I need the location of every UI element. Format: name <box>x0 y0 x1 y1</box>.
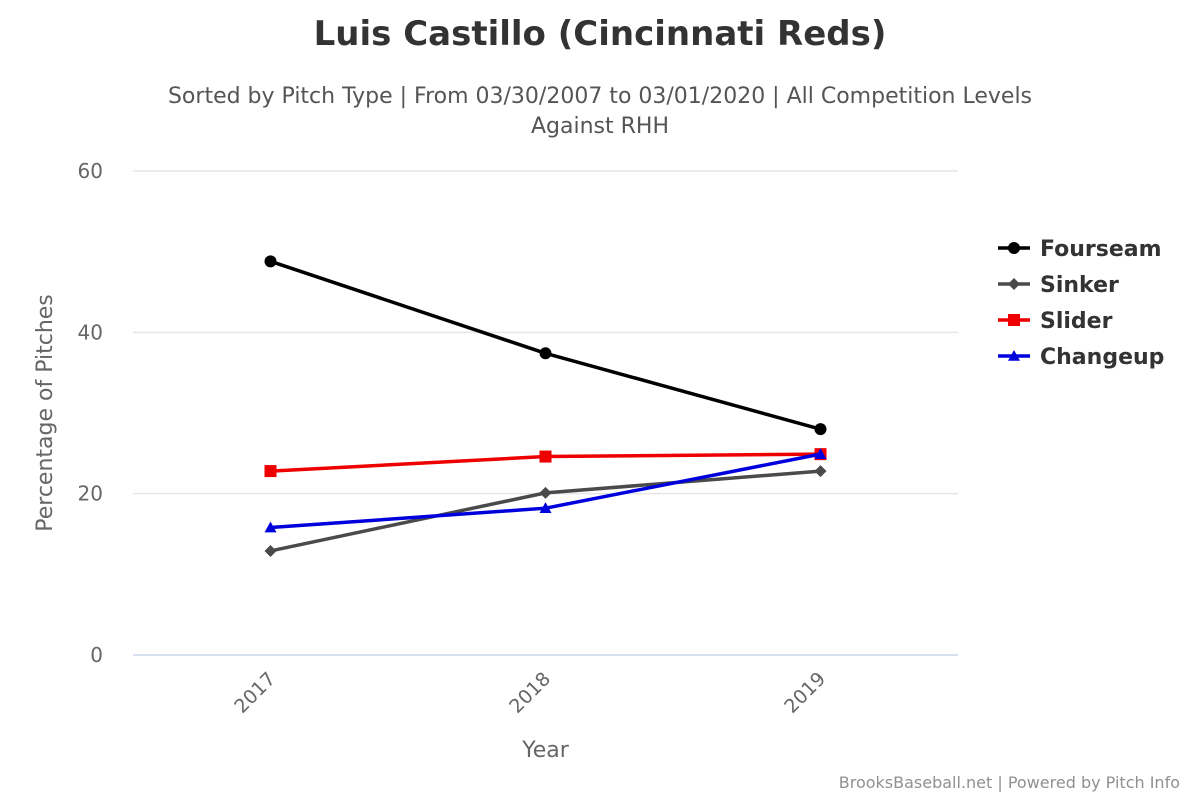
data-point-changeup[interactable] <box>814 448 827 459</box>
legend-item-changeup[interactable]: Changeup <box>998 345 1164 370</box>
x-tick-label: 2017 <box>230 668 280 718</box>
y-tick-label: 0 <box>90 643 103 667</box>
legend-marker-slider <box>1008 314 1020 326</box>
series-line-fourseam[interactable] <box>268 259 823 431</box>
y-tick-label: 40 <box>78 320 103 344</box>
legend-item-sinker[interactable]: Sinker <box>998 273 1119 298</box>
data-point-fourseam[interactable] <box>539 347 552 360</box>
legend-item-slider[interactable]: Slider <box>998 309 1113 334</box>
data-point-sinker[interactable] <box>814 465 827 478</box>
data-point-fourseam[interactable] <box>264 255 277 268</box>
series-fourseam[interactable] <box>264 255 827 436</box>
data-point-fourseam[interactable] <box>814 423 827 436</box>
legend-label-changeup: Changeup <box>1040 345 1164 370</box>
legend-marker-fourseam <box>1008 242 1020 254</box>
series-layer <box>264 255 827 557</box>
series-sinker[interactable] <box>264 465 827 557</box>
x-axis-title: Year <box>521 738 570 763</box>
y-axis-title: Percentage of Pitches <box>33 294 58 532</box>
legend[interactable]: Fourseam Sinker Slider Changeup <box>998 237 1164 370</box>
y-tick-label: 20 <box>78 482 103 506</box>
legend-marker-changeup <box>1008 350 1020 361</box>
data-point-changeup[interactable] <box>264 521 277 533</box>
data-point-sinker[interactable] <box>264 544 277 557</box>
grid-lines <box>133 170 958 656</box>
data-point-sinker[interactable] <box>539 486 552 499</box>
series-slider[interactable] <box>264 448 827 478</box>
data-point-slider[interactable] <box>264 465 277 478</box>
legend-marker-sinker <box>1008 278 1020 290</box>
legend-item-fourseam[interactable]: Fourseam <box>998 237 1162 262</box>
legend-label-slider: Slider <box>1040 309 1113 334</box>
legend-label-fourseam: Fourseam <box>1040 237 1162 262</box>
chart-subtitle-line1: Sorted by Pitch Type | From 03/30/2007 t… <box>167 84 1033 109</box>
data-point-changeup[interactable] <box>539 502 552 513</box>
series-changeup[interactable] <box>264 448 827 533</box>
chart-title: Luis Castillo (Cincinnati Reds) <box>313 14 887 54</box>
data-point-slider[interactable] <box>539 450 552 463</box>
credits-text[interactable]: BrooksBaseball.net | Powered by Pitch In… <box>838 773 1180 792</box>
legend-label-sinker: Sinker <box>1040 273 1119 298</box>
y-tick-label: 60 <box>78 159 103 183</box>
x-tick-label: 2018 <box>505 668 555 718</box>
chart-subtitle-line2: Against RHH <box>530 114 669 139</box>
chart-subtitle: Sorted by Pitch Type | From 03/30/2007 t… <box>0 82 1200 142</box>
x-tick-label: 2019 <box>780 668 830 718</box>
